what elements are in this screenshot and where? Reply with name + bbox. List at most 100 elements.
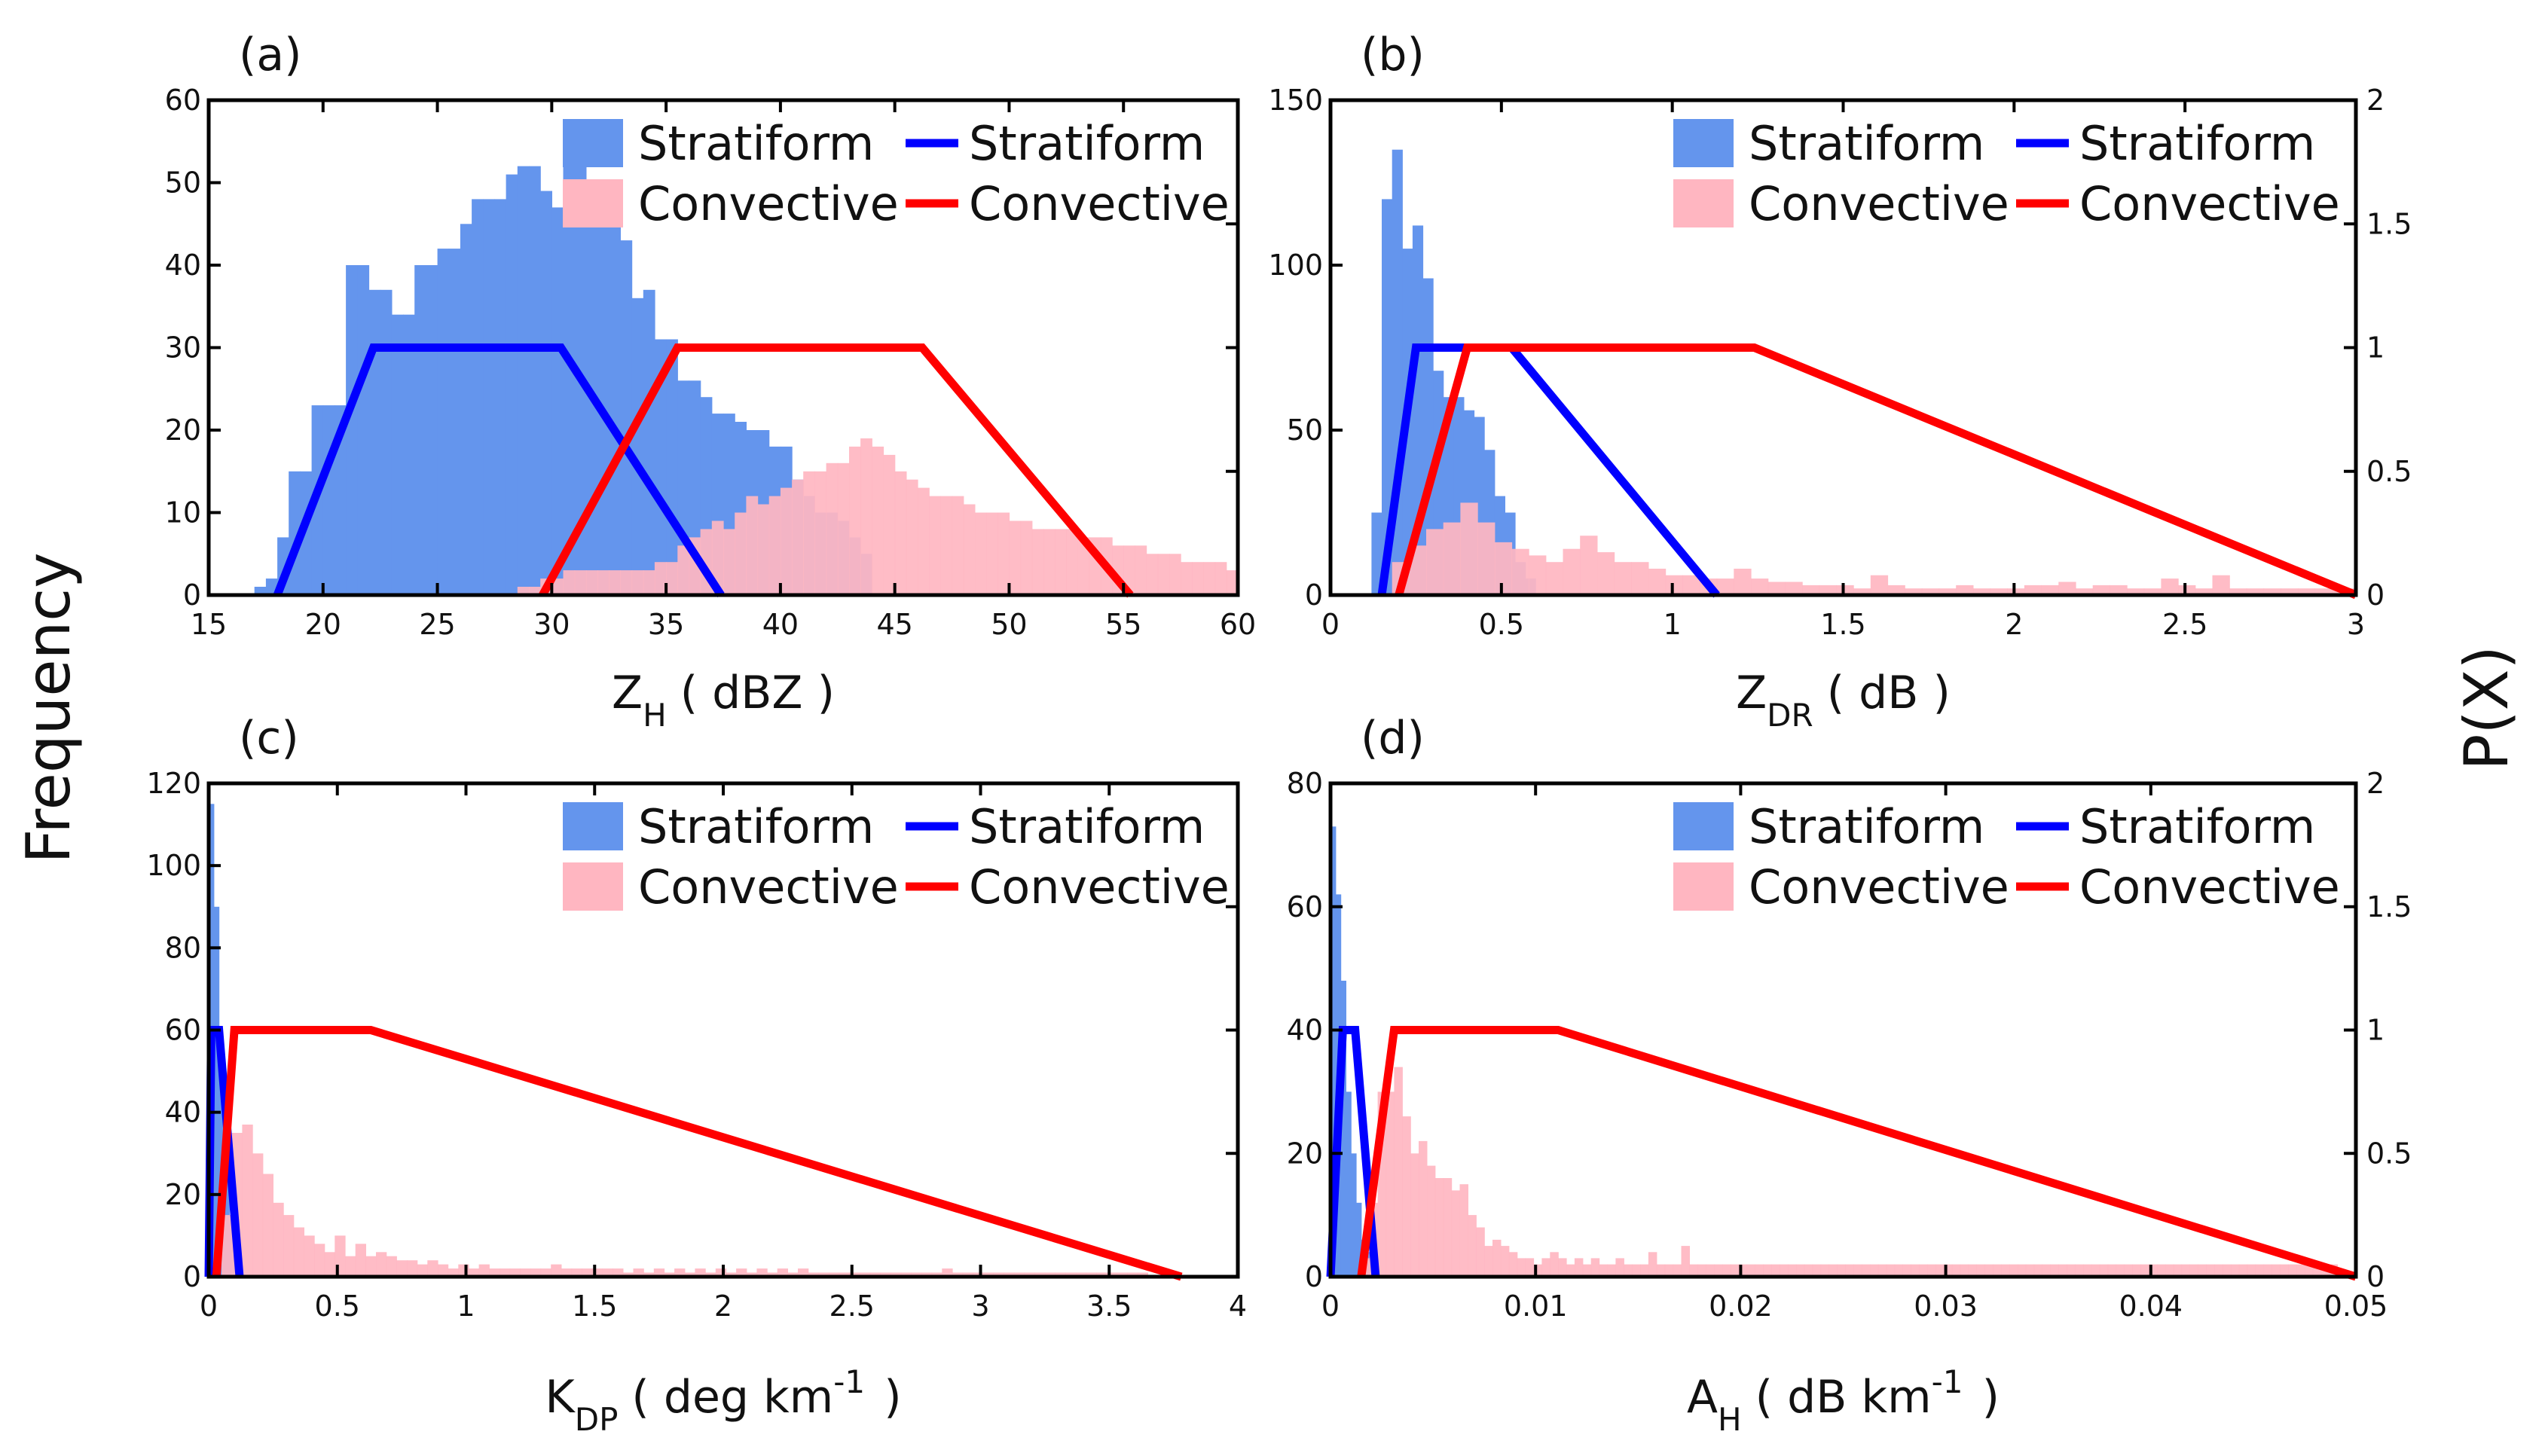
legend-label: Convective — [1749, 176, 2009, 231]
bar — [1870, 575, 1889, 595]
x-axis-label-symbol: A — [1687, 1371, 1718, 1424]
bar — [2288, 1264, 2297, 1277]
legend-swatch-stratiform — [563, 119, 623, 167]
bar — [768, 496, 781, 595]
x-axis-label: ZDR ( dB ) — [1736, 667, 1951, 734]
membership-line-stratiform — [273, 343, 725, 597]
x-tick-label: 30 — [533, 608, 570, 641]
bar — [929, 496, 941, 595]
bar — [1734, 569, 1752, 595]
bar — [1434, 1178, 1444, 1277]
bar — [1862, 1264, 1871, 1277]
bar — [982, 1272, 994, 1277]
bar — [705, 1272, 716, 1277]
hist-convective — [1361, 1067, 2339, 1277]
bar — [1886, 1264, 1896, 1277]
panel-c: 0 0.5 1 1.5 2 2.5 3 3.5 4020406080100120(c)KDP( … — [146, 712, 1247, 1438]
bar — [1993, 1264, 2002, 1277]
bar — [2050, 1264, 2059, 1277]
bar — [1331, 826, 1337, 1277]
bar — [426, 265, 438, 595]
bar — [1845, 1264, 1854, 1277]
bar — [1730, 1264, 1740, 1277]
bar — [1117, 1272, 1128, 1277]
y-right-tick-label: 2 — [2366, 84, 2385, 117]
bar — [1590, 1258, 1600, 1277]
bar — [213, 906, 220, 1277]
bar — [677, 545, 690, 595]
bar — [472, 199, 484, 595]
bar — [609, 207, 621, 595]
bar — [283, 1215, 295, 1277]
x-axis-label-unit: ( deg km — [631, 1371, 833, 1424]
bar — [2025, 1264, 2035, 1277]
bar — [986, 512, 998, 595]
bar — [664, 1272, 675, 1277]
bar — [613, 1268, 624, 1277]
x-tick-label: 0.03 — [1914, 1290, 1978, 1323]
legend-swatch-convective — [563, 862, 623, 911]
bar — [563, 570, 576, 595]
bar — [551, 578, 564, 595]
panel-label: (d) — [1361, 712, 1425, 765]
bar — [2076, 588, 2094, 595]
bar — [2116, 1264, 2125, 1277]
x-tick-label: 45 — [876, 608, 912, 641]
legend-label: Stratiform — [1749, 799, 1984, 854]
bar — [2206, 1264, 2215, 1277]
y-axis-left-ticks: 0 10 20 30 40 50 60 — [165, 84, 221, 612]
legend-label: Convective — [969, 859, 1230, 914]
x-tick-label: 2.5 — [2162, 608, 2207, 641]
bar — [483, 199, 496, 595]
bar — [357, 265, 370, 595]
bar — [2132, 1264, 2141, 1277]
y-axis-left-ticks: 0 50 100 150 — [1268, 84, 1343, 612]
bar — [1574, 1258, 1584, 1277]
membership-line-convective — [539, 343, 1134, 598]
hist-convective — [221, 1125, 1149, 1277]
x-tick-label: 55 — [1105, 608, 1141, 641]
bar — [1624, 1264, 1633, 1277]
bar — [437, 1264, 449, 1277]
bar — [2058, 1264, 2067, 1277]
x-axis-label-subscript: H — [643, 697, 667, 734]
bar — [1533, 1264, 1542, 1277]
bar — [1146, 554, 1159, 596]
bar — [478, 1264, 490, 1277]
bar — [346, 265, 358, 595]
bar — [2198, 1264, 2207, 1277]
x-axis-label: AH ( dB km-1 ) — [1687, 1363, 2000, 1438]
y-tick-label: 100 — [146, 849, 201, 882]
bar — [1377, 1091, 1387, 1277]
y-tick-label: 20 — [1287, 1137, 1323, 1170]
legend-label: Convective — [638, 859, 899, 914]
bar — [1181, 562, 1193, 595]
bar — [684, 1272, 696, 1277]
bar — [1853, 588, 1871, 595]
bar — [2181, 1264, 2191, 1277]
x-tick-label: 60 — [1220, 608, 1256, 641]
x-tick-label: 0.01 — [1504, 1290, 1568, 1323]
bar — [883, 454, 896, 595]
bar — [2178, 585, 2196, 595]
y-tick-label: 60 — [165, 1014, 201, 1047]
bar — [2157, 1264, 2166, 1277]
bar — [1869, 1264, 1879, 1277]
bar — [254, 587, 267, 595]
bar — [1511, 548, 1529, 595]
legend-label: Convective — [638, 176, 899, 231]
bar — [1632, 1264, 1641, 1277]
bar — [1410, 1153, 1419, 1277]
bar — [1371, 512, 1382, 595]
bar — [322, 405, 335, 595]
bar — [2143, 588, 2162, 595]
bar — [1096, 1272, 1107, 1277]
bar — [2009, 1264, 2018, 1277]
bar — [666, 562, 678, 595]
bar — [499, 1268, 511, 1277]
y-axis-right-ticks: 0 0.5 1 1.5 2 — [2344, 767, 2412, 1293]
bar — [2297, 588, 2316, 595]
x-axis-ticks: 0 0.01 0.02 0.03 0.04 0.05 — [1321, 783, 2388, 1323]
bar — [974, 512, 987, 595]
